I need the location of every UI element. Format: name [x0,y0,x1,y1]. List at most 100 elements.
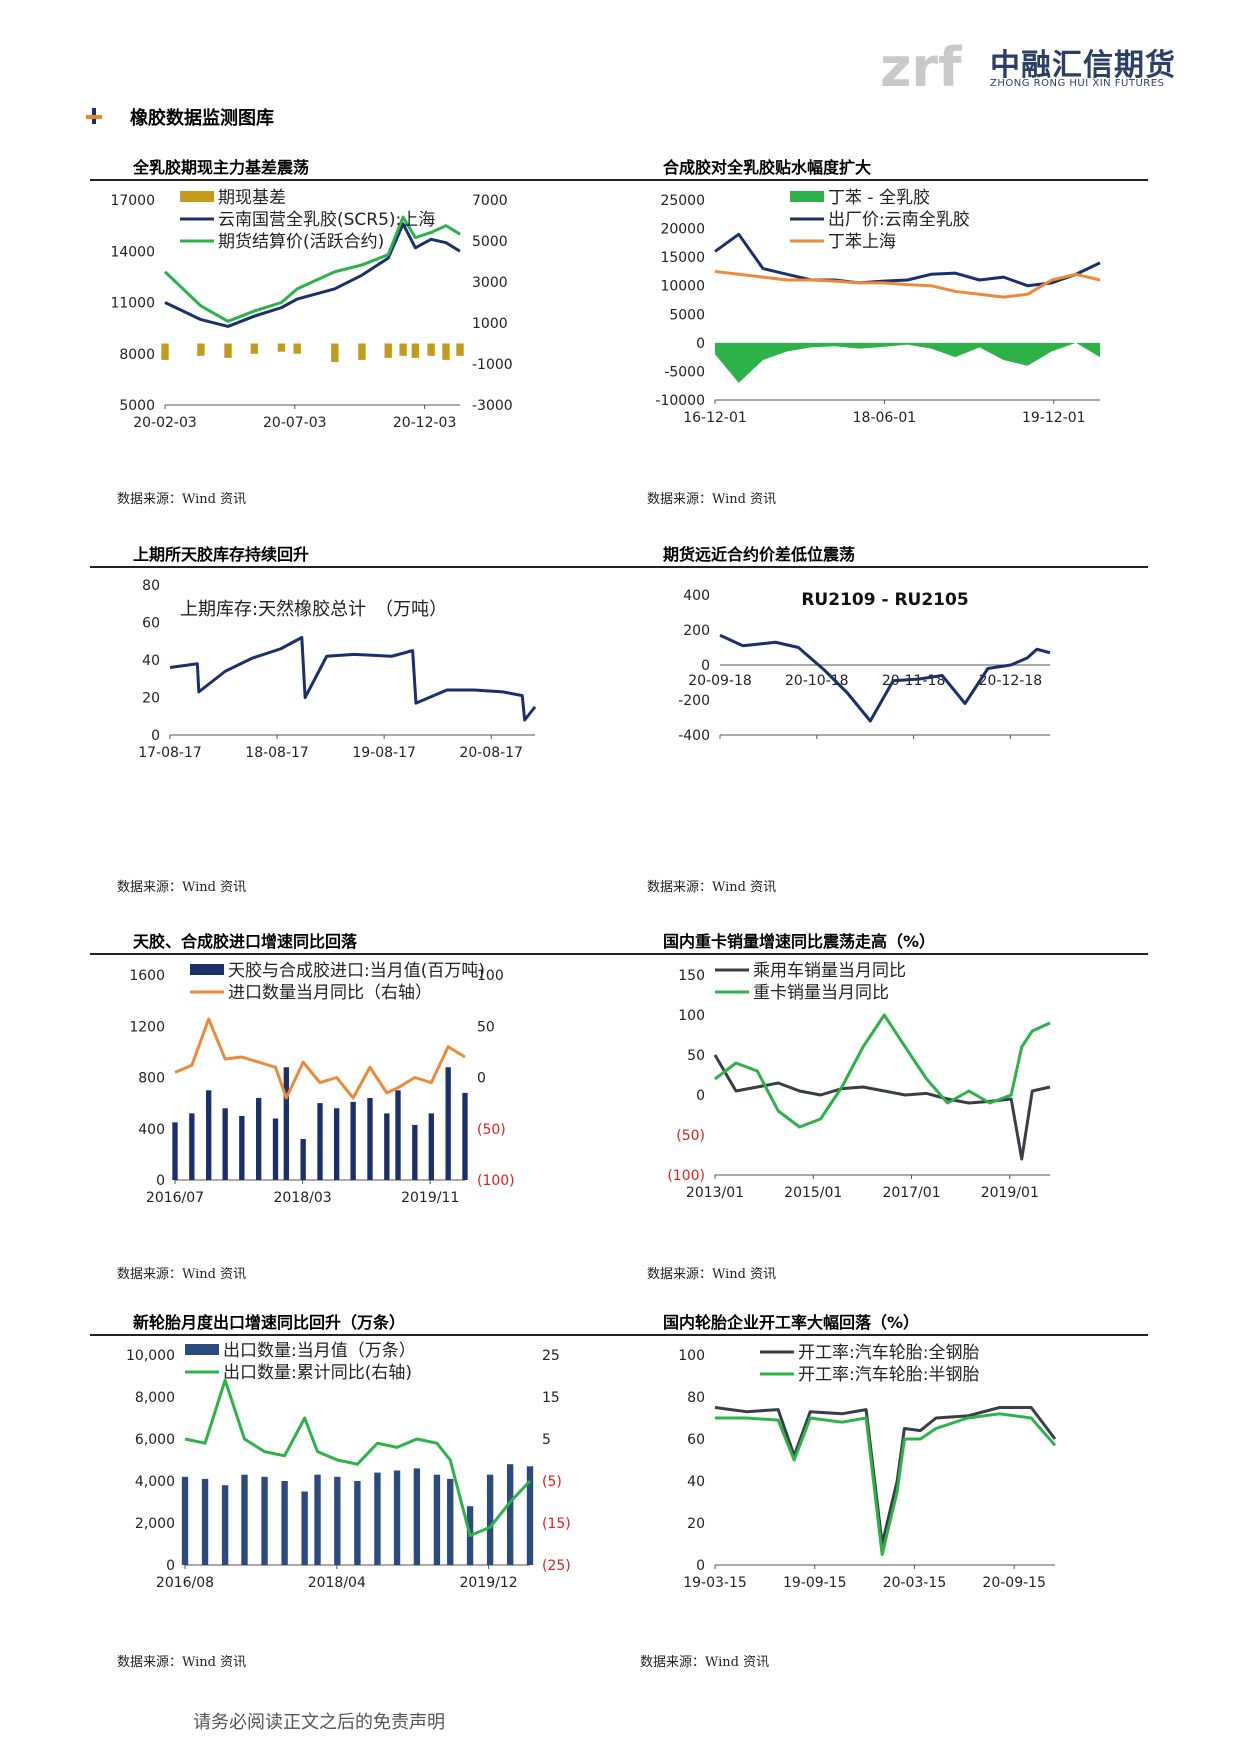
y-tick-label: 0 [166,1558,175,1574]
y2-tick-label: 7000 [472,193,508,209]
x-tick-label: 20-08-17 [459,745,523,761]
legend-label: 开工率:汽车轮胎:半钢胎 [798,1365,979,1385]
bar [445,1067,451,1180]
bar [281,1481,288,1565]
chart-8-source: 数据来源：Wind 资讯 [640,1655,770,1670]
y2-tick-label: 1000 [472,316,508,332]
y-tick-label: 2,000 [135,1516,175,1532]
chart-3-source: 数据来源：Wind 资讯 [117,880,247,895]
divider [90,179,1148,181]
bar [301,1491,308,1565]
divider [90,566,1148,568]
y2-tick-label: 25 [542,1348,560,1364]
chart-2-title: 合成胶对全乳胶贴水幅度扩大 [663,158,872,177]
y-tick-label: 40 [687,1474,705,1490]
x-tick-label: 20-09-15 [982,1575,1046,1591]
chart-7-title: 新轮胎月度出口增速同比回升（万条） [133,1313,406,1332]
bar [486,1474,494,1565]
bar [189,1113,195,1180]
y-tick-label: 20000 [660,222,705,238]
x-tick-label: 20-02-03 [133,415,197,431]
y-tick-label: -400 [678,728,710,744]
line-series [715,1412,1057,1556]
x-tick-label: 18-08-17 [245,745,309,761]
x-tick-label: 2016/08 [156,1575,214,1591]
y-tick-label: 100 [678,1008,705,1024]
y-tick-label: 0 [696,336,705,352]
bar [374,1472,381,1565]
bar [317,1103,323,1180]
x-tick-label: 20-09-18 [688,673,752,689]
legend-label: 乘用车销量当月同比 [753,961,906,981]
bar [354,1481,361,1565]
x-tick-label: 2016/07 [146,1190,204,1206]
y-tick-label: 15000 [660,250,705,266]
bar [224,343,232,358]
chart-5: 0 400 800 1200 1600 (100) (50) 0 50 100 2016/07 201… [129,961,515,1206]
y2-tick-label: 5000 [472,234,508,250]
line-series [174,1017,466,1100]
y-tick-label: 200 [683,623,710,639]
y-tick-label: 60 [687,1432,705,1448]
y-tick-label: 0 [696,1558,705,1574]
y-tick-label: 10,000 [126,1348,175,1364]
y-tick-label: 40 [142,653,160,669]
area-series [715,342,1100,383]
chart-4-source: 数据来源：Wind 资讯 [647,880,777,895]
bar [367,1098,373,1180]
y2-tick-label: 5 [542,1432,551,1448]
y2-tick-label: 3000 [472,275,508,291]
bar [293,343,301,354]
y-tick-label: -10000 [655,393,705,409]
y2-tick-label: -1000 [472,357,513,373]
x-tick-label: 20-03-15 [883,1575,947,1591]
y-tick-label: 400 [683,588,710,604]
legend-label: 丁苯上海 [828,232,896,252]
chart-3: 0 20 40 60 80 17-08-17 18-08-17 19-08-17 20-08-1… [138,578,537,761]
legend-label: 出口数量:累计同比(右轴) [223,1363,412,1383]
chart-8-title: 国内轮胎企业开工率大幅回落（%） [663,1313,920,1332]
bar [197,343,205,356]
chart-7: 0 2,000 4,000 6,000 8,000 10,000 (25) (15) (5) 5 1… [126,1341,571,1591]
x-tick-label: 19-03-15 [683,1575,747,1591]
y-tick-label: -5000 [664,364,705,380]
chart-6: (100) (50) 0 50 100 150 2013/01 2015/01 2017/01 2… [667,961,1051,1201]
y-tick-label: 5000 [669,307,705,323]
x-tick-label: 16-12-01 [683,410,747,426]
line-series [714,269,1101,299]
y-tick-label: 60 [142,616,160,632]
bar [350,1101,356,1180]
chart-2: -10000 -5000 0 5000 10000 15000 20000 25000 16-1… [655,188,1101,426]
y-tick-label: -200 [678,693,710,709]
y2-tick-label: (100) [477,1173,515,1189]
bar [221,1485,229,1565]
y-tick-label: 10000 [660,279,705,295]
bar [427,343,435,356]
bar [413,1468,421,1565]
bar [412,1124,418,1180]
y2-tick-label: (15) [542,1516,571,1532]
chart-6-title: 国内重卡销量增速同比震荡走高（%） [663,932,936,951]
line-series [714,1406,1057,1546]
x-tick-label: 2019/01 [981,1185,1039,1201]
bar [277,343,286,352]
x-tick-label: 18-06-01 [853,410,917,426]
divider [90,953,1148,955]
legend-label: 云南国营全乳胶(SCR5):上海 [218,210,435,230]
logo-subtitle: ZHONG RONG HUI XIN FUTURES [990,78,1165,89]
legend-label: 期现基差 [218,188,286,208]
y-tick-label: 150 [678,968,705,984]
bar [300,1139,306,1180]
bar [506,1464,514,1565]
y-tick-label: 17000 [110,193,155,209]
bar [334,1476,341,1565]
x-tick-label: 2018/04 [308,1575,366,1591]
y2-tick-label: -3000 [472,398,513,414]
company-logo: zrf [880,36,962,98]
y-tick-label: 80 [142,578,160,594]
logo-mark: zrf [880,36,962,98]
x-tick-label: 20-12-03 [393,415,457,431]
chart-1-title: 全乳胶期现主力基差震荡 [133,158,310,177]
bar [399,343,407,356]
bar [333,1108,340,1180]
